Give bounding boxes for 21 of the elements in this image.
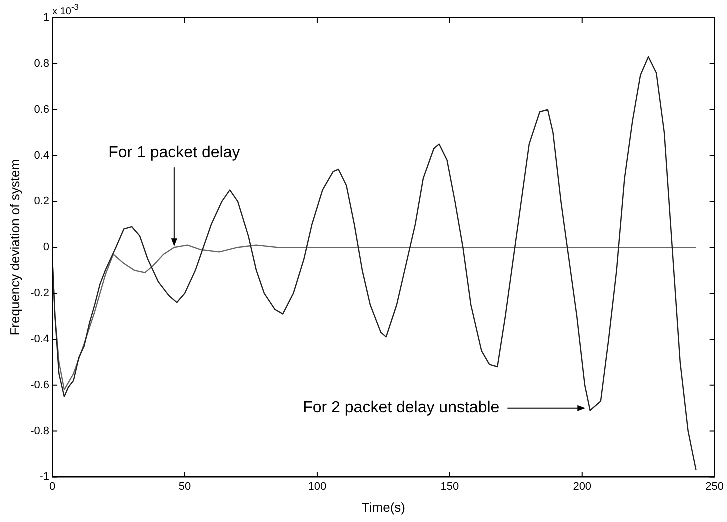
y-tick-label: 0.6 [34,104,50,116]
y-tick-label: 1 [43,12,50,24]
y-tick-label: 0.2 [34,196,50,208]
y-tick-label: -0.2 [30,288,50,300]
x-tick-label: 50 [178,480,192,493]
x-axis-title: Time(s) [362,500,406,515]
x-tick-label: 150 [440,480,460,493]
annotation: For 1 packet delay [108,144,240,162]
y-tick-label: 0.8 [34,58,50,70]
y-tick-label: -0.6 [30,379,50,392]
y-tick-label: -0.8 [30,425,50,438]
y-tick-label: 0.4 [34,150,50,162]
x-tick-label: 250 [706,480,724,493]
y-tick-label: -1 [40,471,50,484]
y-tick-label: 0 [43,242,50,254]
text: x 10$^{-3}$ [52,2,79,18]
annotation: For 2 packet delay unstable [303,400,500,417]
x-tick-label: 100 [308,480,327,493]
y-tick-label: -0.4 [30,333,50,346]
y-axis-title: Frequency deviation of system [7,159,22,336]
x-tick-label: 200 [573,480,592,493]
